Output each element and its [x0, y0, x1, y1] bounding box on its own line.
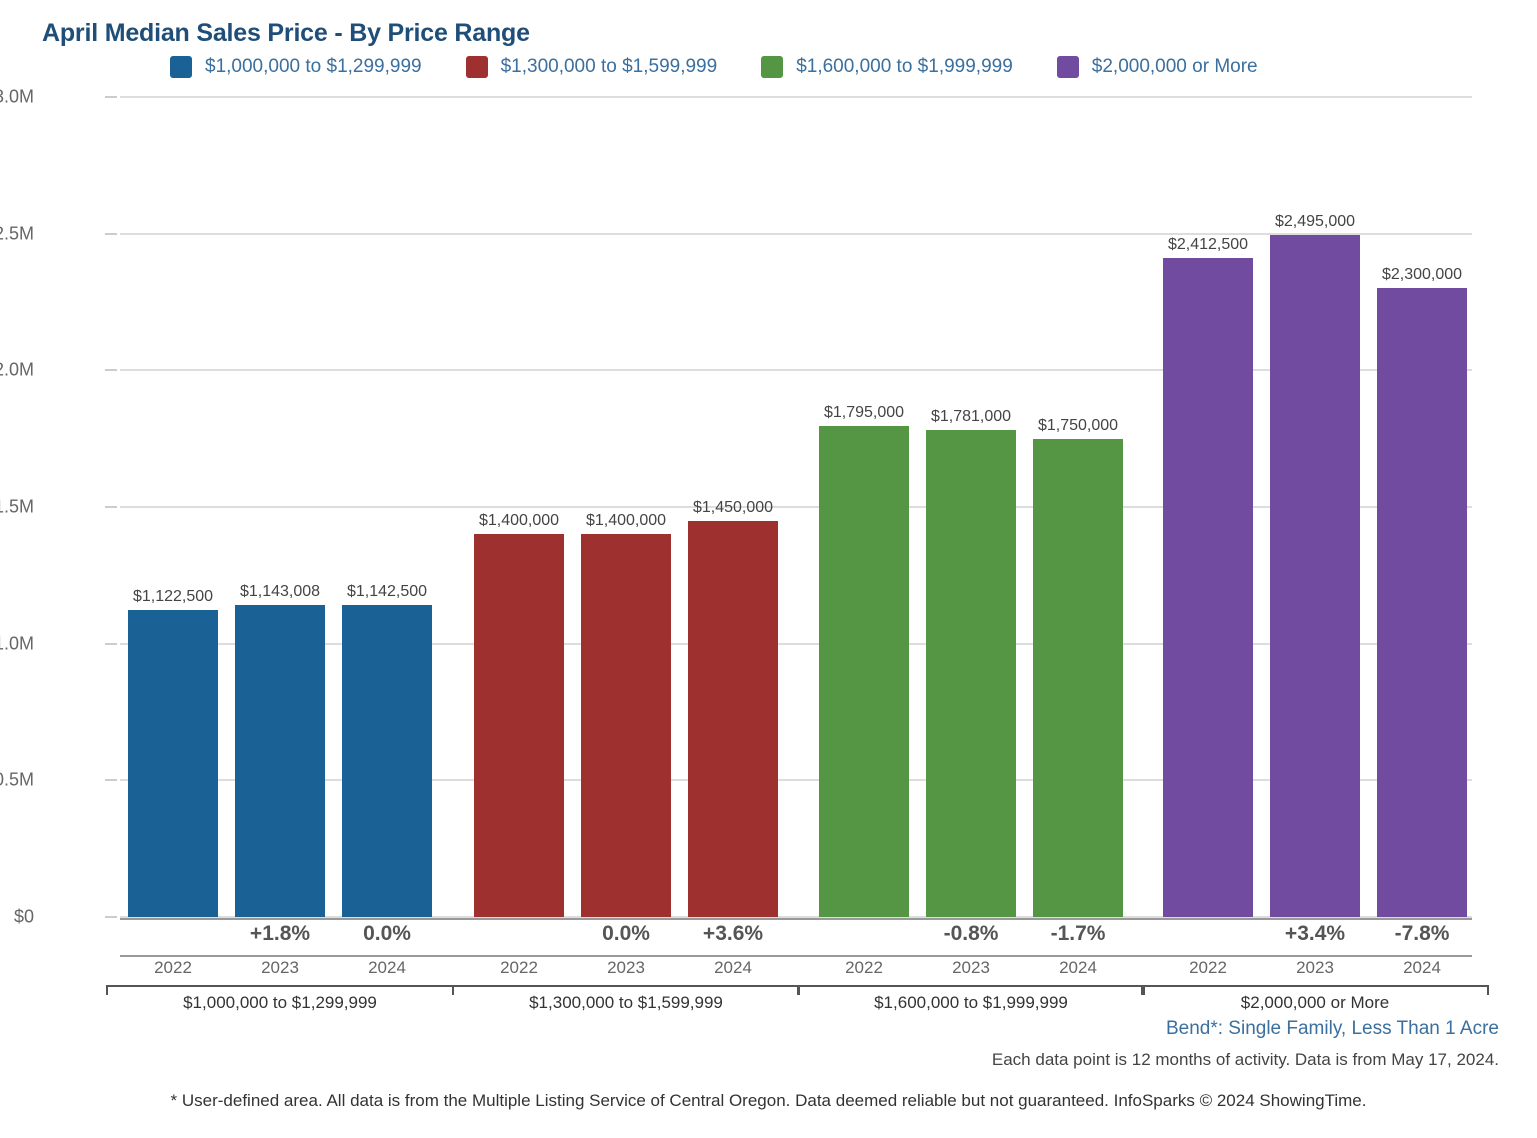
legend-swatch-icon — [761, 56, 784, 78]
axis-line-bottom — [120, 955, 1472, 957]
y-axis-tick-label: $1.5M — [0, 496, 34, 517]
bar[interactable] — [235, 604, 325, 917]
bar-value-label: $2,300,000 — [1381, 266, 1463, 284]
bar-value-label: $1,750,000 — [1037, 416, 1119, 434]
gridline — [120, 779, 1472, 782]
bar-value-label: $1,781,000 — [930, 408, 1012, 426]
legend-item[interactable]: $2,000,000 or More — [1056, 56, 1258, 78]
y-axis-tick-mark — [105, 779, 117, 782]
legend-item-label: $1,000,000 to $1,299,999 — [205, 56, 422, 77]
x-axis-year-label: 2022 — [500, 958, 538, 977]
group-label: $1,000,000 to $1,299,999 — [183, 993, 377, 1012]
x-axis-year-label: 2023 — [1296, 958, 1334, 977]
percent-change-label: -1.7% — [1050, 922, 1106, 945]
bar[interactable] — [474, 534, 564, 917]
percent-change-label: +3.6% — [702, 922, 764, 945]
percent-change-label: -0.8% — [943, 922, 999, 945]
x-axis-year-label: 2022 — [1189, 958, 1227, 977]
y-axis-tick-mark — [105, 916, 117, 918]
axis-line-top — [120, 918, 1472, 920]
group-label: $1,300,000 to $1,599,999 — [529, 993, 723, 1012]
y-axis-tick-label: $0.5M — [0, 769, 34, 790]
legend-swatch-icon — [465, 56, 488, 78]
group-bracket — [452, 985, 800, 995]
bar-value-label: $1,450,000 — [692, 498, 774, 516]
x-axis-year-label: 2023 — [261, 958, 299, 977]
legend-item-label: $1,600,000 to $1,999,999 — [796, 56, 1013, 77]
y-axis-tick-mark — [105, 369, 117, 372]
gridline — [120, 96, 1472, 98]
legend-item-label: $1,300,000 to $1,599,999 — [500, 56, 718, 77]
bar-value-label: $2,412,500 — [1167, 235, 1249, 253]
percent-change-label: +3.4% — [1284, 922, 1346, 945]
x-axis-year-label: 2024 — [1403, 958, 1441, 977]
gridline — [120, 232, 1472, 235]
y-axis-tick-label: $3.0M — [0, 86, 34, 107]
x-axis-year-label: 2024 — [1059, 958, 1097, 977]
page-title: April Median Sales Price - By Price Rang… — [42, 19, 530, 47]
y-axis-tick-mark — [105, 96, 117, 98]
bar-value-label: $1,400,000 — [585, 512, 667, 530]
bar[interactable] — [688, 520, 778, 917]
legend-item[interactable]: $1,600,000 to $1,999,999 — [761, 56, 1013, 78]
x-axis-year-label: 2023 — [952, 958, 990, 977]
group-bracket — [1141, 985, 1489, 995]
footer-area-line: Bend*: Single Family, Less Than 1 Acre — [1165, 1018, 1499, 1039]
y-axis-tick-label: $0 — [13, 906, 34, 927]
bar-value-label: $1,122,500 — [132, 588, 214, 606]
legend-item[interactable]: $1,000,000 to $1,299,999 — [170, 56, 422, 78]
y-axis-tick-mark — [105, 642, 117, 645]
plot-area: $0 $0.5M $1.0M $1.5M $2.0M $2.5M $3.0M $1,122,5… — [0, 87, 1472, 927]
bar-value-label: $1,400,000 — [478, 512, 560, 530]
percent-change-label: -7.8% — [1394, 922, 1450, 945]
legend-item[interactable]: $1,300,000 to $1,599,999 — [465, 56, 718, 78]
bar[interactable] — [1033, 438, 1123, 917]
y-axis-tick-label: $2.0M — [0, 359, 34, 380]
y-axis-tick-label: $1.0M — [0, 633, 34, 654]
y-axis-tick-mark — [105, 506, 117, 508]
x-axis-year-label: 2024 — [714, 958, 752, 977]
bar[interactable] — [1163, 257, 1253, 917]
percent-change-label: 0.0% — [363, 922, 411, 945]
gridline — [120, 369, 1472, 372]
bar-value-label: $2,495,000 — [1274, 213, 1356, 231]
footer-disclaimer: * User-defined area. All data is from th… — [170, 1091, 1367, 1110]
legend-swatch-icon — [170, 56, 192, 78]
percent-change-label: +1.8% — [249, 922, 311, 945]
bar[interactable] — [342, 604, 432, 917]
bar-value-label: $1,795,000 — [823, 404, 905, 422]
y-axis-tick-label: $2.5M — [0, 223, 34, 244]
x-axis-year-label: 2023 — [607, 958, 645, 977]
gridline — [120, 506, 1472, 508]
legend-swatch-icon — [1056, 56, 1079, 78]
group-label: $2,000,000 or More — [1240, 993, 1390, 1012]
gridline — [120, 916, 1472, 918]
gridline — [120, 642, 1472, 645]
bar[interactable] — [926, 430, 1016, 917]
chart-legend: $1,000,000 to $1,299,999 $1,300,000 to $1… — [170, 56, 1302, 78]
bar[interactable] — [128, 610, 218, 917]
footer-note-line: Each data point is 12 months of activity… — [991, 1050, 1499, 1069]
bar[interactable] — [1377, 288, 1467, 917]
group-bracket — [797, 985, 1145, 995]
x-axis-year-label: 2022 — [154, 958, 192, 977]
x-axis-year-label: 2024 — [368, 958, 406, 977]
bar[interactable] — [819, 426, 909, 917]
legend-item-label: $2,000,000 or More — [1091, 56, 1258, 77]
x-axis-year-label: 2022 — [845, 958, 883, 977]
group-label: $1,600,000 to $1,999,999 — [874, 993, 1068, 1012]
percent-change-label: 0.0% — [602, 922, 650, 945]
bar-value-label: $1,143,008 — [239, 582, 321, 600]
bar[interactable] — [581, 534, 671, 917]
bar-value-label: $1,142,500 — [346, 582, 428, 600]
y-axis-tick-mark — [105, 232, 117, 235]
bar[interactable] — [1270, 235, 1360, 917]
